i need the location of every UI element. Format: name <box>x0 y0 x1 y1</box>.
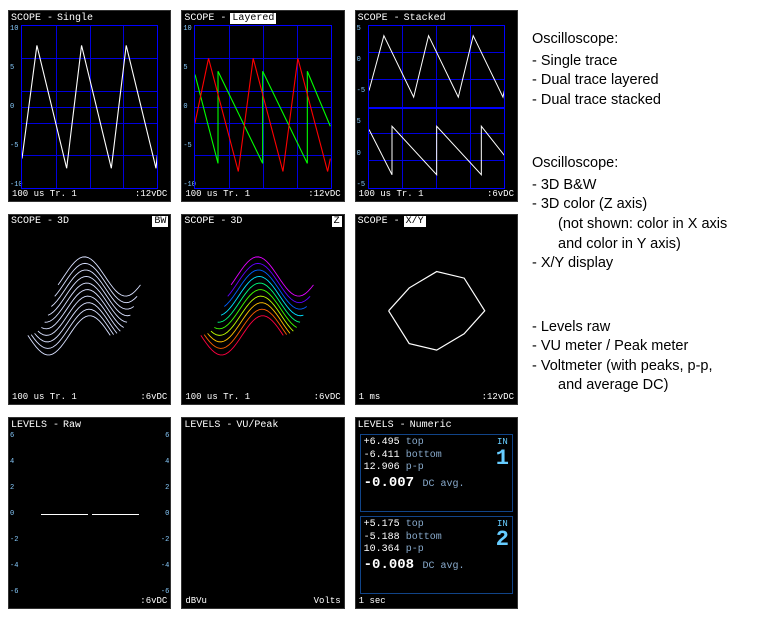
scope-title-prefix: LEVELS - <box>11 420 59 431</box>
footer-left: 100 us Tr. 1 <box>12 189 77 201</box>
scope-mode-label: VU/Peak <box>236 420 278 431</box>
description-line: (not shown: color in X axis <box>532 215 762 235</box>
scope-levels-numeric: LEVELS - Numeric IN1 +6.495 top-6.411 bo… <box>355 417 518 609</box>
scope-footer: 100 us Tr. 1 :6vDC <box>356 189 517 201</box>
scope-title-prefix: SCOPE - <box>184 13 226 24</box>
scope-titlebar: SCOPE - X/Y <box>356 215 517 229</box>
scope-plot <box>368 229 505 393</box>
scope-layered: SCOPE - Layered 1050-5-10 100 us Tr. 1 :… <box>181 10 344 202</box>
scope-mode-label: Stacked <box>404 13 446 24</box>
scope-titlebar: SCOPE - 3D BW <box>9 215 170 229</box>
footer-right: :6vDC <box>314 392 341 404</box>
scope-title-prefix: SCOPE - <box>11 13 53 24</box>
scope-plot <box>194 229 331 393</box>
scope-mode-label: X/Y <box>404 216 426 227</box>
scope-footer: 1 ms :12vDC <box>356 392 517 404</box>
scope-footer: Fast :6vDC <box>9 596 170 608</box>
description-line: - Voltmeter (with peaks, p-p, <box>532 357 762 377</box>
footer-right: :6vDC <box>487 189 514 201</box>
scope-xy: SCOPE - X/Y 1 ms :12vDC <box>355 214 518 406</box>
y-axis: 1050-5-10 <box>10 25 20 189</box>
footer-center: :5v <box>252 596 268 608</box>
scope-footer: 100 us Tr. 1 :12vDC <box>182 189 343 201</box>
footer-center: Fast <box>65 596 87 608</box>
scope-3dcolor: SCOPE - 3D Z 100 us Tr. 1 :6vDC <box>181 214 344 406</box>
scope-plot <box>21 229 158 393</box>
y-axis: 1050-5-10 <box>183 25 193 189</box>
scope-plot <box>21 25 158 189</box>
footer-left: dBVu <box>185 596 207 608</box>
scope-title-prefix: LEVELS - <box>184 420 232 431</box>
numeric-channel: IN1 +6.495 top-6.411 bottom12.906 p-p -0… <box>360 434 513 512</box>
numeric-channel: IN2 +5.175 top-5.188 bottom10.364 p-p -0… <box>360 516 513 594</box>
description-title: Oscilloscope: <box>532 154 762 174</box>
footer-right: :12vDC <box>308 189 340 201</box>
description-line: - Levels raw <box>532 318 762 338</box>
scope-mode-extra: Z <box>332 216 342 227</box>
scope-footer: 1 sec <box>356 596 517 608</box>
scope-title-prefix: SCOPE - <box>11 216 53 227</box>
footer-left: 100 us Tr. 1 <box>185 189 250 201</box>
footer-left: 1 sec <box>359 596 386 608</box>
description-block: Oscilloscope:- 3D B&W- 3D color (Z axis)… <box>532 154 762 273</box>
footer-right: :12vDC <box>482 392 514 404</box>
scope-titlebar: LEVELS - Numeric <box>356 418 517 432</box>
scope-title-prefix: LEVELS - <box>358 420 406 431</box>
description-line: - Dual trace stacked <box>532 91 762 111</box>
scope-titlebar: LEVELS - VU/Peak <box>182 418 343 432</box>
scope-title-prefix: SCOPE - <box>358 216 400 227</box>
description-line: and average DC) <box>532 376 762 396</box>
scope-levels-raw: LEVELS - Raw 6420-2-4-6 6420-2-4-6 <box>8 417 171 609</box>
footer-left: 100 us Tr. 1 <box>359 189 424 201</box>
scope-grid: SCOPE - Single 1050-5-10 100 us Tr. 1 :1… <box>0 0 526 619</box>
scope-single: SCOPE - Single 1050-5-10 100 us Tr. 1 :1… <box>8 10 171 202</box>
scope-footer: 100 us Tr. 1 :12vDC <box>9 189 170 201</box>
y-axis-right: 6420-2-4-6 <box>159 432 169 596</box>
description-line: - VU meter / Peak meter <box>532 337 762 357</box>
footer-left: 100 us Tr. 1 <box>12 392 77 404</box>
scope-footer: 100 us Tr. 1 :6vDC <box>182 392 343 404</box>
scope-mode-label: 3D <box>230 216 242 227</box>
scope-mode-label: Numeric <box>410 420 452 431</box>
scope-plot <box>368 25 505 189</box>
description-line: - 3D color (Z axis) <box>532 195 762 215</box>
scope-mode-label: Single <box>57 13 93 24</box>
scope-titlebar: SCOPE - Stacked <box>356 11 517 25</box>
description-line: and color in Y axis) <box>532 235 762 255</box>
footer-left: 1 ms <box>359 392 381 404</box>
scope-plot <box>194 25 331 189</box>
scope-mode-label: 3D <box>57 216 69 227</box>
description-line: - Dual trace layered <box>532 71 762 91</box>
description-block: Oscilloscope:- Single trace- Dual trace … <box>532 30 762 110</box>
footer-left: 100 us Tr. 1 <box>185 392 250 404</box>
scope-titlebar: SCOPE - Single <box>9 11 170 25</box>
description-column: Oscilloscope:- Single trace- Dual trace … <box>526 0 768 619</box>
scope-title-prefix: SCOPE - <box>184 216 226 227</box>
scope-titlebar: SCOPE - 3D Z <box>182 215 343 229</box>
description-title: Oscilloscope: <box>532 30 762 50</box>
footer-right: Volts <box>314 596 341 608</box>
scope-mode-label: Layered <box>230 13 276 24</box>
scope-titlebar: SCOPE - Layered <box>182 11 343 25</box>
scope-levels-vu: LEVELS - VU/Peak dBVu :5v Volts <box>181 417 344 609</box>
description-block: - Levels raw- VU meter / Peak meter- Vol… <box>532 318 762 396</box>
y-axis-left: 6420-2-4-6 <box>10 432 20 596</box>
scope-mode-extra: BW <box>152 216 168 227</box>
description-line: - X/Y display <box>532 254 762 274</box>
footer-right: :12vDC <box>135 189 167 201</box>
scope-3dbw: SCOPE - 3D BW 100 us Tr. 1 :6vDC <box>8 214 171 406</box>
scope-footer: dBVu :5v Volts <box>182 596 343 608</box>
description-line: - 3D B&W <box>532 176 762 196</box>
footer-right: :6vDC <box>140 596 167 608</box>
description-line: - Single trace <box>532 52 762 72</box>
scope-stacked: SCOPE - Stacked 50-550-5 100 us Tr. 1 :6… <box>355 10 518 202</box>
scope-mode-label: Raw <box>63 420 81 431</box>
scope-titlebar: LEVELS - Raw <box>9 418 170 432</box>
y-axis: 50-550-5 <box>357 25 367 189</box>
footer-right: :6vDC <box>140 392 167 404</box>
scope-title-prefix: SCOPE - <box>358 13 400 24</box>
scope-footer: 100 us Tr. 1 :6vDC <box>9 392 170 404</box>
